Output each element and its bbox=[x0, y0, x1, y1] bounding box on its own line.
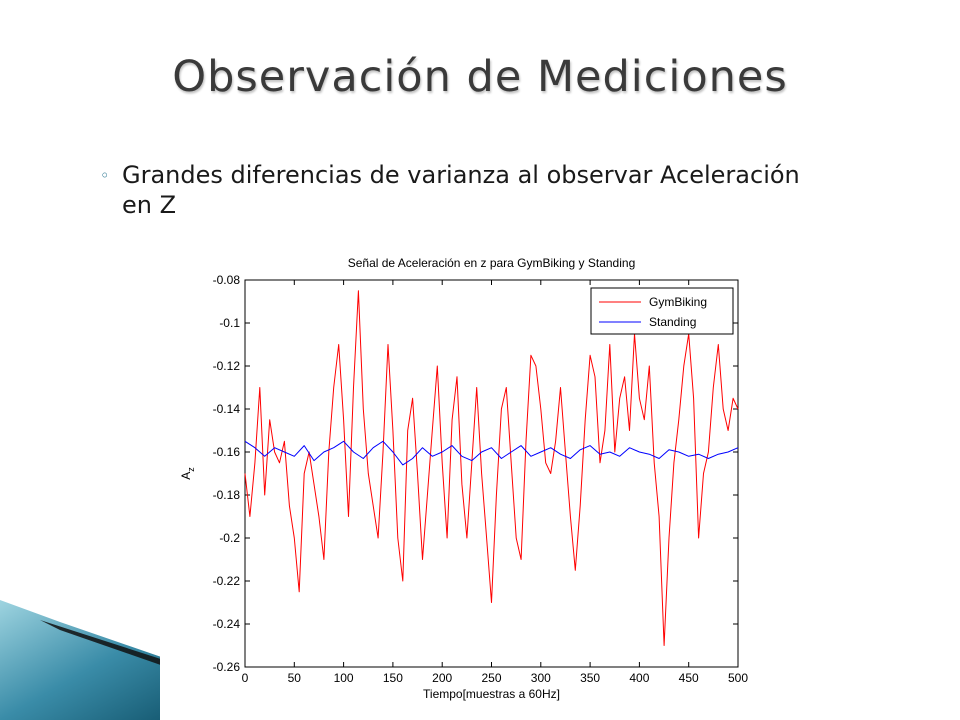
x-tick-label: 200 bbox=[432, 671, 452, 685]
bullet-text: Grandes diferencias de varianza al obser… bbox=[122, 161, 800, 219]
y-tick-label: -0.2 bbox=[219, 531, 240, 545]
x-tick-label: 150 bbox=[383, 671, 403, 685]
slide-title: Observación de Mediciones bbox=[172, 52, 788, 102]
x-tick-label: 50 bbox=[288, 671, 302, 685]
y-tick-label: -0.1 bbox=[219, 316, 240, 330]
y-tick-label: -0.26 bbox=[213, 660, 241, 674]
y-tick-label: -0.18 bbox=[213, 488, 241, 502]
plot-area-box bbox=[244, 279, 739, 668]
bullet-marker: ◦ bbox=[100, 166, 110, 185]
series-line-gymbiking bbox=[244, 290, 739, 646]
acceleration-chart: Señal de Aceleración en z para GymBiking… bbox=[160, 245, 770, 720]
chart-title: Señal de Aceleración en z para GymBiking… bbox=[348, 256, 636, 270]
y-tick-label: -0.08 bbox=[213, 273, 241, 287]
y-tick-label: -0.12 bbox=[213, 359, 241, 373]
x-tick-label: 100 bbox=[334, 671, 354, 685]
x-tick-label: 250 bbox=[481, 671, 501, 685]
series-line-standing bbox=[244, 440, 739, 466]
y-tick-label: -0.16 bbox=[213, 445, 241, 459]
x-tick-label: 450 bbox=[679, 671, 699, 685]
x-axis-label: Tiempo[muestras a 60Hz] bbox=[423, 687, 560, 701]
legend-box bbox=[590, 287, 734, 335]
x-tick-label: 500 bbox=[728, 671, 748, 685]
y-tick-label: -0.22 bbox=[213, 574, 241, 588]
legend-label-gymbiking: GymBiking bbox=[649, 295, 707, 309]
legend-label-standing: Standing bbox=[649, 315, 696, 329]
x-tick-label: 350 bbox=[580, 671, 600, 685]
x-tick-label: 0 bbox=[242, 671, 249, 685]
x-tick-label: 300 bbox=[531, 671, 551, 685]
chart-figure: Señal de Aceleración en z para GymBiking… bbox=[160, 245, 770, 720]
y-tick-label: -0.14 bbox=[213, 402, 241, 416]
y-axis-label: Az bbox=[179, 467, 196, 480]
y-tick-label: -0.24 bbox=[213, 617, 241, 631]
x-tick-label: 400 bbox=[629, 671, 649, 685]
